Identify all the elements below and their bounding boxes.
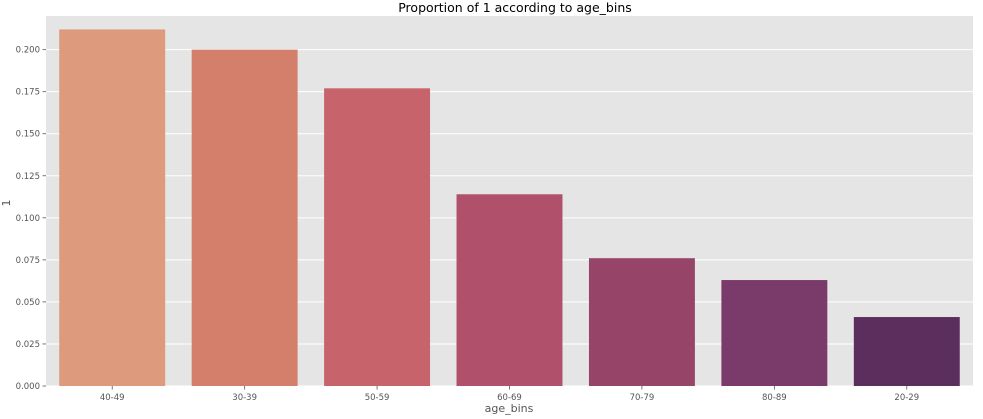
x-tick-label: 40-49 xyxy=(100,393,125,403)
bar-60-69 xyxy=(456,194,563,386)
y-tick-label: 0.175 xyxy=(16,88,40,98)
bars xyxy=(59,29,960,387)
x-tick-label: 70-79 xyxy=(630,393,655,403)
y-tick-label: 0.075 xyxy=(16,256,40,266)
y-tick-label: 0.000 xyxy=(16,382,40,392)
x-tick-label: 20-29 xyxy=(894,393,919,403)
y-tick-label: 0.025 xyxy=(16,340,40,350)
y-tick-label: 0.100 xyxy=(16,214,40,224)
y-tick-label: 0.050 xyxy=(16,298,40,308)
y-tick-labels: 0.000 0.025 0.050 0.075 0.100 0.125 0.150 0.175… xyxy=(16,46,46,392)
y-tick-label: 0.125 xyxy=(16,172,40,182)
x-axis-label: age_bins xyxy=(485,402,534,415)
x-tick-label: 50-59 xyxy=(365,393,390,403)
bar-30-39 xyxy=(191,49,298,387)
bar-80-89 xyxy=(721,280,828,386)
x-tick-label: 60-69 xyxy=(497,393,522,403)
bar-50-59 xyxy=(324,88,431,387)
x-tick-labels: 40-49 30-39 50-59 60-69 70-79 80-89 20-29 xyxy=(100,386,919,403)
bar-70-79 xyxy=(588,258,695,386)
y-tick-label: 0.200 xyxy=(16,46,40,56)
chart-title: Proportion of 1 according to age_bins xyxy=(398,0,632,15)
bar-20-29 xyxy=(853,317,960,386)
x-tick-label: 80-89 xyxy=(762,393,787,403)
bar-40-49 xyxy=(59,29,166,386)
y-axis-label: 1 xyxy=(0,200,13,207)
x-tick-label: 30-39 xyxy=(232,393,257,403)
y-tick-label: 0.150 xyxy=(16,130,40,140)
